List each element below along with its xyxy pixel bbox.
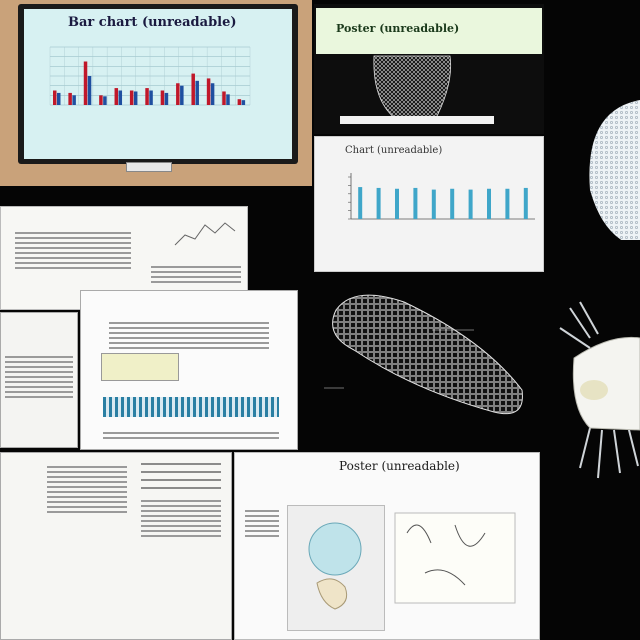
bar	[191, 73, 195, 105]
bar	[431, 189, 436, 219]
bar	[145, 88, 149, 105]
bar	[103, 96, 107, 105]
bottom-poster-title: Poster (unreadable)	[339, 459, 460, 473]
bar	[164, 92, 169, 105]
bar	[129, 90, 134, 105]
bar	[57, 92, 61, 105]
monitor-frame: Bar chart (unreadable)	[0, 0, 312, 186]
bar	[149, 90, 153, 105]
tooth-model	[559, 301, 640, 479]
bar	[118, 90, 123, 105]
monitor-stand	[126, 162, 172, 172]
bottom-poster-left-text	[245, 507, 279, 540]
middle-doc-figure	[101, 353, 179, 381]
cyan-bar-chart	[348, 173, 535, 220]
bottom-left-heading	[141, 461, 221, 489]
bar	[195, 80, 199, 105]
bar	[487, 188, 491, 219]
bar	[210, 83, 215, 105]
bar	[72, 95, 76, 105]
bar	[450, 188, 455, 219]
lung-mesh-image	[340, 55, 494, 124]
bottom-poster: Poster (unreadable)	[234, 452, 540, 640]
elongated-mesh	[324, 294, 523, 415]
bar	[87, 76, 92, 105]
bar	[222, 91, 226, 105]
bar	[237, 99, 242, 105]
bar	[468, 189, 473, 219]
chart-title: Bar chart (unreadable)	[68, 15, 237, 30]
bar	[206, 78, 211, 105]
bottom-left-text	[47, 463, 127, 516]
bar	[160, 90, 165, 105]
bottom-left-document	[0, 452, 232, 640]
bar	[395, 188, 399, 219]
monitor-screen: Bar chart (unreadable)	[24, 9, 292, 159]
left-doc-right-text	[151, 263, 241, 286]
bar	[376, 187, 381, 219]
cyan-chart-poster: Chart (unreadable)	[314, 136, 544, 272]
bar	[53, 90, 57, 105]
bar	[68, 92, 72, 105]
poster-title: Poster (unreadable)	[336, 22, 460, 35]
lung-poster: Poster (unreadable)	[314, 4, 544, 134]
bottom-left-text-2	[141, 497, 221, 540]
bar	[114, 88, 119, 105]
bar	[358, 187, 363, 219]
middle-doc-text	[109, 319, 269, 352]
bar	[505, 188, 510, 219]
bar	[83, 61, 88, 105]
middle-doc-table	[103, 397, 279, 417]
bar	[180, 85, 184, 105]
bar	[133, 91, 138, 105]
left-doc-text	[15, 229, 131, 272]
bar	[413, 187, 418, 219]
cyan-chart-title: Chart (unreadable)	[345, 145, 443, 156]
lung-mesh-right	[589, 100, 640, 240]
bar	[241, 100, 246, 105]
bar	[99, 95, 103, 105]
bar-chart	[49, 46, 251, 106]
middle-document	[80, 290, 298, 450]
bar	[226, 94, 230, 105]
bubble-figure	[308, 512, 516, 610]
small-doc-text	[5, 353, 73, 401]
bar	[523, 187, 528, 219]
poster-header	[316, 8, 542, 54]
middle-doc-footer	[103, 429, 279, 442]
small-document	[0, 312, 78, 448]
left-doc-figure	[174, 222, 236, 246]
bar	[176, 83, 180, 105]
